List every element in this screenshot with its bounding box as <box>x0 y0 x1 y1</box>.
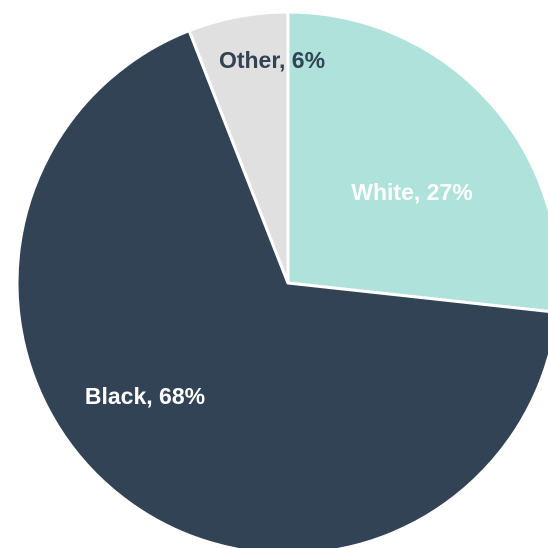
pie-label-other: Other, 6% <box>219 47 325 73</box>
pie-slice-white <box>286 10 548 313</box>
pie-slice-black <box>15 29 548 548</box>
pie-labels: White, 27% Black, 68% Other, 6% <box>85 47 473 409</box>
pie-label-black: Black, 68% <box>85 383 205 409</box>
pie-label-white: White, 27% <box>351 179 472 205</box>
pie-slice-other <box>187 10 290 285</box>
pie-slices <box>15 10 548 548</box>
